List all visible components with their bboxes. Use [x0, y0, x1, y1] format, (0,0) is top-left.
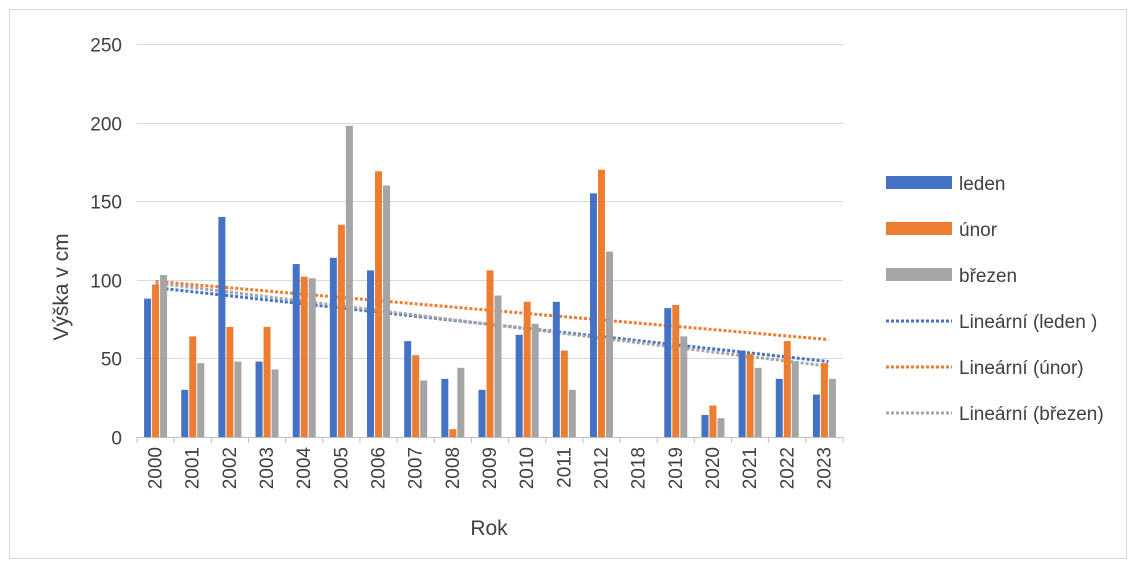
- bar-únor: [375, 171, 383, 437]
- bar-únor: [560, 350, 568, 437]
- bar-leden: [775, 378, 783, 437]
- bar-březen: [754, 367, 762, 437]
- bar-únor: [746, 353, 754, 437]
- legend-label-únor: únor: [959, 220, 998, 241]
- bar-březen: [234, 361, 242, 437]
- x-tick-label: 2019: [666, 447, 687, 489]
- bar-leden: [181, 389, 189, 437]
- bar-leden: [367, 270, 375, 437]
- bar-leden: [144, 298, 152, 437]
- bar-leden: [441, 378, 449, 437]
- bar-únor: [523, 301, 531, 437]
- y-tick-label: 100: [90, 272, 122, 293]
- bar-březen: [345, 125, 353, 438]
- legend-label-trend-leden: Lineární (leden ): [959, 312, 1097, 333]
- x-tick-label: 2004: [294, 447, 315, 490]
- bar-únor: [152, 284, 160, 437]
- bar-březen: [420, 380, 428, 437]
- bar-únor: [226, 326, 234, 437]
- bar-březen: [197, 363, 205, 437]
- axes: 0 50 100 150 200 250 2000 2001 2002 2003 2004 2005 2…: [90, 36, 844, 490]
- bar-leden: [404, 341, 412, 437]
- y-tick-label: 0: [111, 429, 122, 450]
- bar-leden: [292, 264, 300, 437]
- bar-leden: [255, 361, 263, 437]
- x-tick-label: 2021: [740, 447, 761, 489]
- x-tick-label: 2001: [183, 447, 204, 489]
- bar-březen: [531, 323, 539, 437]
- legend-label-březen: březen: [959, 266, 1017, 287]
- x-tick-label: 2018: [629, 447, 650, 489]
- trendline-březen: [155, 281, 829, 368]
- bar-únor: [300, 276, 308, 437]
- x-tick-label: 2010: [517, 447, 538, 489]
- bar-únor: [820, 363, 828, 437]
- bar-únor: [672, 304, 680, 437]
- bar-březen: [828, 378, 836, 437]
- bar-leden: [664, 308, 672, 437]
- x-tick-label: 2009: [480, 447, 501, 489]
- x-tick-label: 2000: [146, 447, 167, 489]
- x-tick-label: 2006: [369, 447, 390, 489]
- bar-únor: [709, 405, 717, 437]
- x-axis-title: Rok: [470, 517, 508, 540]
- y-tick-label: 250: [90, 36, 122, 57]
- bar-leden: [478, 389, 486, 437]
- bar-březen: [568, 389, 576, 437]
- bar-leden: [589, 193, 597, 437]
- x-tick-label: 2002: [220, 447, 241, 489]
- y-tick-label: 50: [101, 350, 122, 371]
- bar-leden: [329, 257, 337, 437]
- bar-únor: [486, 270, 494, 437]
- y-tick-label: 200: [90, 115, 122, 136]
- x-tick-label: 2022: [777, 447, 798, 489]
- bar-únor: [783, 341, 791, 437]
- x-tick-label: 2012: [591, 447, 612, 489]
- bar-březen: [160, 275, 168, 437]
- legend-label-leden: leden: [959, 174, 1006, 195]
- y-axis-title: Výška v cm: [50, 233, 73, 340]
- trendline-leden: [155, 286, 829, 364]
- bar-březen: [717, 418, 725, 437]
- bar-únor: [597, 169, 605, 437]
- x-tick-label: 2003: [257, 447, 278, 489]
- bar-březen: [383, 185, 391, 437]
- bar-březen: [457, 367, 465, 437]
- bar-leden: [552, 301, 560, 437]
- legend-swatch-leden: [886, 176, 952, 189]
- x-tick-label: 2005: [331, 447, 352, 489]
- legend-label-trend-únor: Lineární (únor): [959, 358, 1084, 379]
- bar-březen: [680, 336, 688, 437]
- x-tick-label: 2011: [554, 447, 575, 488]
- bar-únor: [412, 355, 420, 437]
- bar-leden: [218, 216, 226, 437]
- bar-únor: [263, 326, 271, 437]
- x-tick-label: 2007: [406, 447, 427, 489]
- bars: [144, 125, 836, 438]
- y-tick-label: 150: [90, 193, 122, 214]
- bar-březen: [494, 295, 502, 437]
- bar-březen: [605, 251, 613, 437]
- x-tick-label: 2023: [814, 447, 835, 489]
- bar-březen: [271, 369, 279, 437]
- bar-leden: [701, 414, 709, 437]
- bar-březen: [791, 361, 799, 437]
- bar-únor: [189, 336, 197, 437]
- bar-únor: [337, 224, 345, 437]
- legend-swatch-únor: [886, 222, 952, 235]
- bar-leden: [515, 334, 523, 437]
- bar-leden: [812, 394, 820, 437]
- bar-únor: [449, 429, 457, 437]
- bar-leden: [738, 350, 746, 437]
- bar-březen: [308, 278, 316, 437]
- x-tick-label: 2008: [443, 447, 464, 489]
- x-tick-label: 2020: [703, 447, 724, 489]
- legend-swatch-březen: [886, 268, 952, 281]
- legend: leden únor březen Lineární (leden ) Lineární…: [886, 174, 1104, 425]
- legend-label-trend-březen: Lineární (březen): [959, 404, 1104, 425]
